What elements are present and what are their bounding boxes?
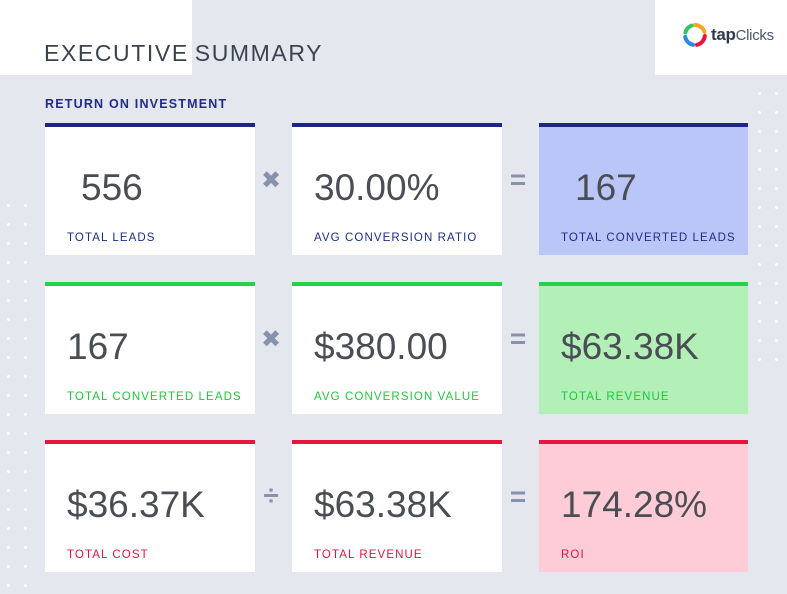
equals-icon: = — [509, 164, 527, 195]
metric-label: TOTAL REVENUE — [561, 391, 670, 403]
metric-value: 167 — [575, 167, 637, 208]
multiply-icon: ✖ — [261, 326, 282, 353]
metric-value: 174.28% — [561, 484, 708, 525]
metric-card-total-leads: 556 TOTAL LEADS — [45, 123, 255, 255]
section-title: RETURN ON INVESTMENT — [45, 97, 228, 111]
metric-value: 30.00% — [314, 167, 440, 208]
brand-logo: tapClicks — [683, 22, 774, 48]
metric-card-roi: 174.28% ROI — [539, 440, 748, 572]
metric-card-total-converted-leads: 167 TOTAL CONVERTED LEADS — [539, 123, 748, 255]
equals-icon: = — [509, 481, 527, 512]
brand-logo-text-rest: Clicks — [735, 27, 775, 44]
metric-card-avg-conversion-ratio: 30.00% AVG CONVERSION RATIO — [292, 123, 502, 255]
metric-value: $63.38K — [314, 484, 452, 525]
decorative-dots-right — [751, 84, 787, 374]
decorative-dots-left — [0, 196, 40, 594]
metric-value: $63.38K — [561, 326, 699, 367]
logo-panel — [655, 0, 787, 75]
metric-label: TOTAL CONVERTED LEADS — [561, 232, 736, 244]
metric-card-total-revenue: $63.38K TOTAL REVENUE — [539, 282, 748, 414]
title-panel — [0, 0, 192, 75]
metric-label: AVG CONVERSION RATIO — [314, 232, 478, 244]
divide-icon: ÷ — [263, 480, 279, 511]
metric-value: 167 — [67, 326, 129, 367]
equals-icon: = — [509, 323, 527, 354]
metric-card-total-revenue: $63.38K TOTAL REVENUE — [292, 440, 502, 572]
tapclicks-logo-icon — [683, 23, 707, 47]
page-title-word-2: SUMMARY — [194, 40, 324, 66]
multiply-icon: ✖ — [261, 167, 282, 194]
metric-card-total-cost: $36.37K TOTAL COST — [45, 440, 255, 572]
brand-logo-text: tapClicks — [711, 25, 774, 45]
metric-card-avg-conversion-value: $380.00 AVG CONVERSION VALUE — [292, 282, 502, 414]
metric-label: TOTAL LEADS — [67, 232, 156, 244]
metric-label: TOTAL CONVERTED LEADS — [67, 391, 242, 403]
metric-value: 556 — [81, 167, 143, 208]
page-title-word-1: EXECUTIVE — [44, 40, 189, 66]
metric-label: ROI — [561, 549, 585, 561]
metric-value: $380.00 — [314, 326, 448, 367]
metric-value: $36.37K — [67, 484, 205, 525]
metric-label: TOTAL COST — [67, 549, 149, 561]
metric-label: TOTAL REVENUE — [314, 549, 423, 561]
brand-logo-text-bold: tap — [711, 25, 736, 44]
page-title: EXECUTIVE SUMMARY — [44, 40, 323, 67]
metric-card-total-converted-leads: 167 TOTAL CONVERTED LEADS — [45, 282, 255, 414]
metric-label: AVG CONVERSION VALUE — [314, 391, 480, 403]
